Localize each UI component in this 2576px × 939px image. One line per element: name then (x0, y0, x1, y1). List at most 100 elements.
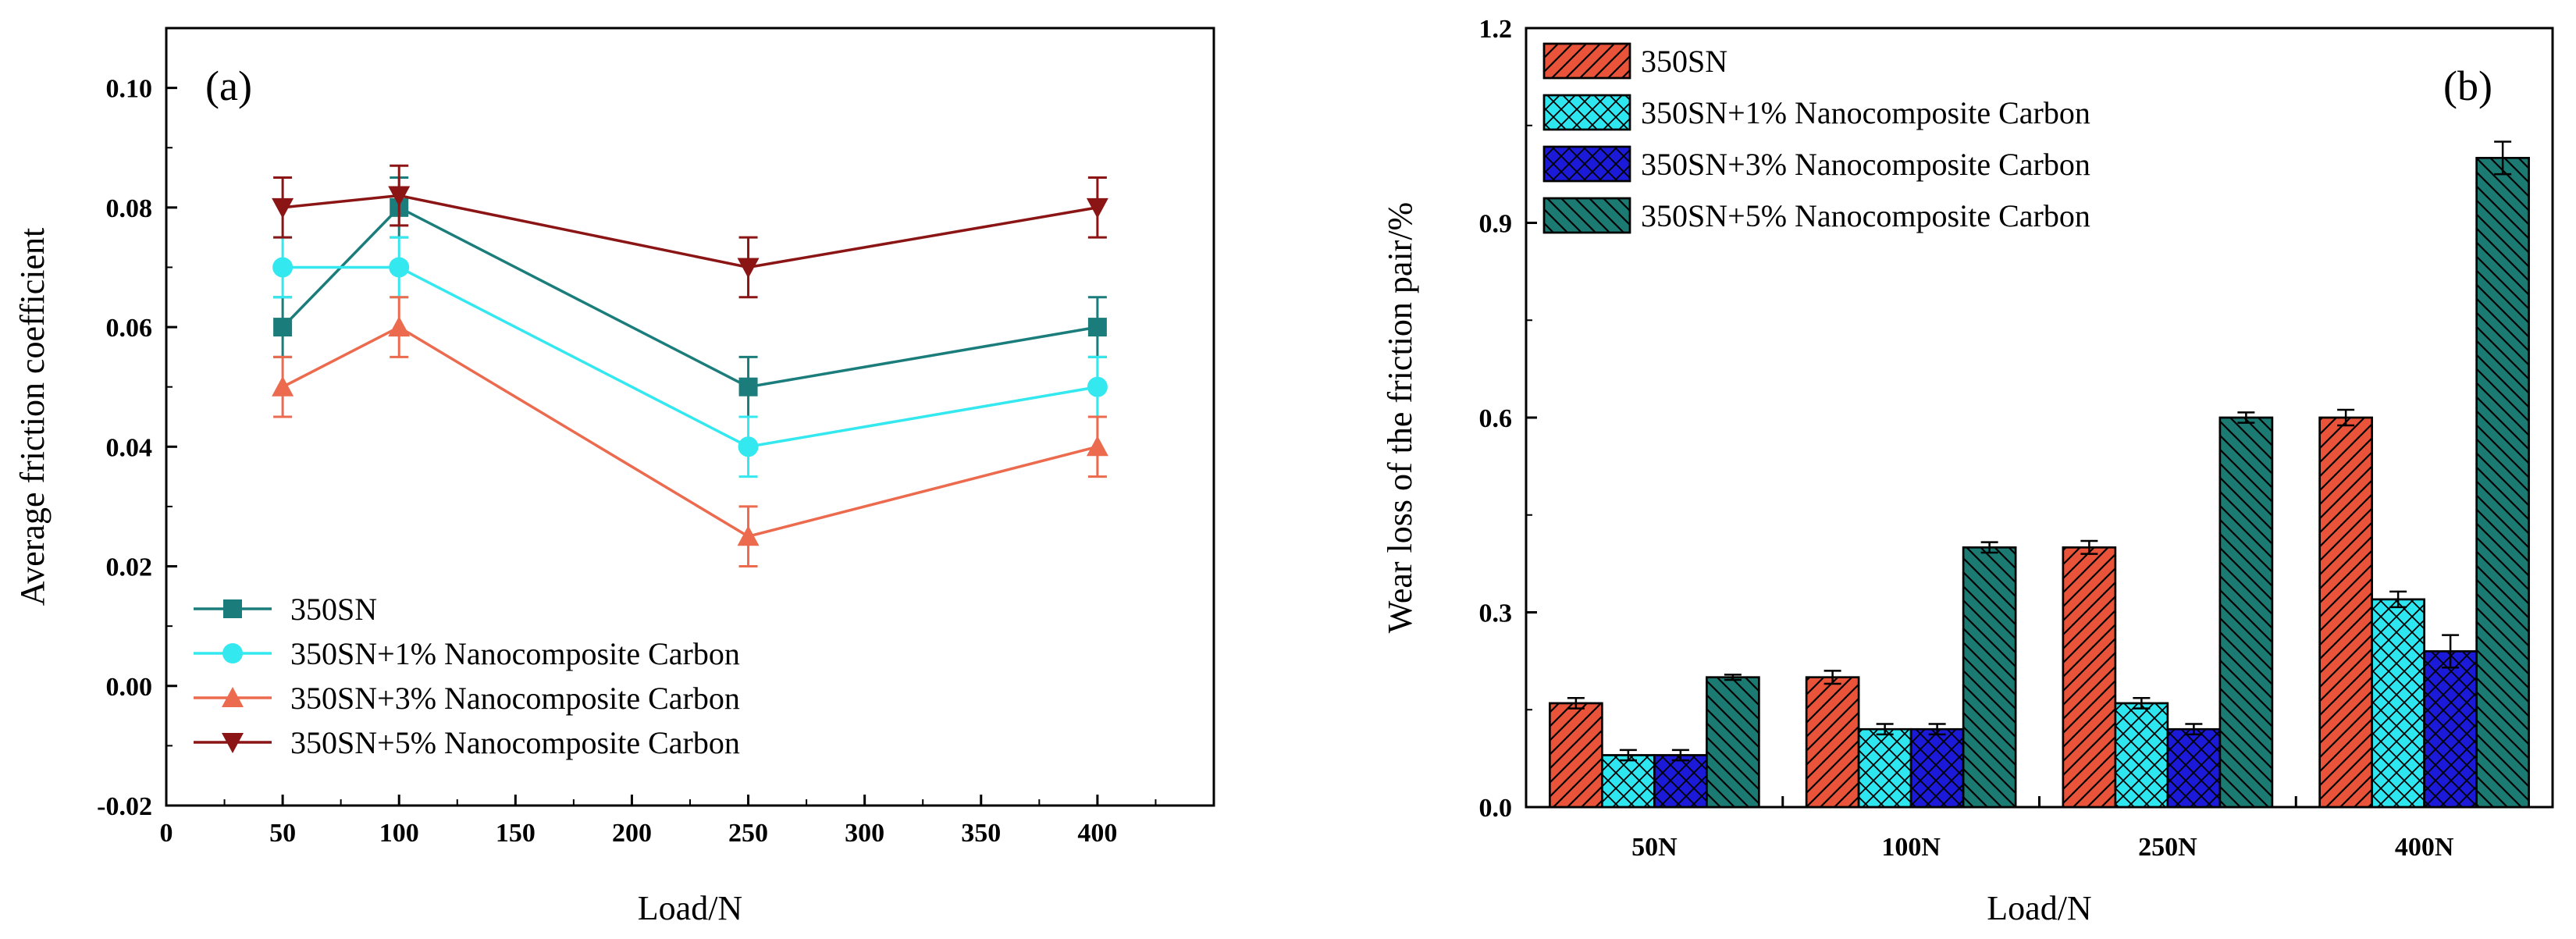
legend-marker (222, 687, 244, 707)
bar-pattern (1962, 546, 2017, 809)
bar-350sn-3-nanocomposite-carbon-400n (2423, 634, 2478, 809)
panel-a-x-axis-label: Load/N (638, 889, 742, 927)
bar-pattern (2423, 650, 2478, 809)
panel-b-x-tick-label: 100N (1881, 833, 1941, 862)
panel-a-x-tick-label: 50 (269, 819, 296, 848)
legend-label: 350SN+3% Nanocomposite Carbon (290, 681, 740, 716)
bar-pattern (1857, 727, 1912, 809)
panel-a-y-axis-label: Average friction coefficient (13, 228, 52, 606)
panel-a-y-tick-label: -0.02 (97, 792, 152, 821)
data-point (388, 316, 411, 337)
series-350sn-3-nanocomposite-carbon (272, 296, 1108, 568)
data-point (738, 377, 758, 397)
bar-350sn-3-nanocomposite-carbon-250n (2166, 723, 2222, 809)
data-point (388, 186, 411, 207)
panel-b-tag: (b) (2443, 62, 2492, 109)
bar-pattern (1909, 727, 1965, 809)
panel-a-series (272, 164, 1108, 568)
data-point (738, 436, 759, 457)
panel-a-y-tick-label: 0.06 (106, 314, 153, 343)
panel-b-x-tick-label: 50N (1631, 833, 1678, 862)
panel-a-y-tick-label: 0.08 (106, 194, 153, 223)
legend-marker (222, 733, 244, 753)
panel-b-y-tick-label: 0.0 (1479, 794, 1513, 823)
bar-350sn-1-nanocomposite-carbon-250n (2114, 697, 2169, 809)
bar-350sn-1-nanocomposite-carbon-100n (1857, 723, 1912, 809)
panel-a-x-tick-label: 200 (612, 819, 652, 848)
bar-350sn-250n (2062, 539, 2117, 809)
data-point (272, 375, 294, 397)
legend-entry: 350SN+3% Nanocomposite Carbon (194, 681, 740, 716)
bar-pattern (2475, 157, 2530, 809)
panel-a-tag: (a) (205, 62, 252, 109)
legend-entry: 350SN+1% Nanocomposite Carbon (1542, 94, 2090, 131)
bar-pattern (2371, 598, 2425, 809)
bar-350sn-50n (1549, 697, 1603, 809)
panel-a-y-tick-label: 0.10 (106, 75, 153, 104)
panel-a-x-tick-label: 100 (379, 819, 419, 848)
bar-pattern (1601, 754, 1656, 809)
data-point (272, 257, 294, 278)
bar-350sn-3-nanocomposite-carbon-50n (1653, 749, 1708, 809)
bar-pattern (2062, 546, 2117, 809)
data-point (737, 258, 760, 279)
legend-entry: 350SN (194, 592, 377, 627)
legend-swatch-pattern (1542, 94, 1631, 131)
bar-350sn-400n (2318, 408, 2373, 809)
legend-swatch-pattern (1542, 42, 1631, 80)
legend-label: 350SN (1641, 44, 1727, 79)
series-line (282, 325, 1098, 539)
bar-pattern (1653, 754, 1708, 809)
bar-350sn-1-nanocomposite-carbon-50n (1601, 749, 1656, 809)
panel-a-y-tick-label: 0.00 (106, 673, 153, 702)
panel-a-x-tick-label: 150 (496, 819, 535, 848)
data-point (1087, 318, 1107, 337)
legend-label: 350SN+1% Nanocomposite Carbon (1641, 95, 2090, 130)
panel-a-x-tick-label: 350 (961, 819, 1001, 848)
data-point (1087, 376, 1108, 397)
bar-pattern (1549, 702, 1603, 809)
panel-a-x-tick-label: 250 (728, 819, 768, 848)
data-point (273, 318, 293, 337)
panel-b-ticks: 0.0 0.3 0.6 0.9 1.2 50N 100N 250N 400N (1479, 15, 2554, 862)
data-point (272, 197, 294, 219)
legend-label: 350SN (290, 592, 377, 627)
data-point (1086, 197, 1108, 219)
panel-b-legend: 350SN 350SN+1% Nanocomposite Carbon 350SN+… (1542, 42, 2090, 234)
series-line (283, 265, 1098, 449)
legend-marker (223, 599, 242, 618)
panel-b-y-axis-label: Wear loss of the friction pair/% (1381, 202, 1419, 633)
data-point (1086, 436, 1108, 457)
series-350sn-1-nanocomposite-carbon (272, 236, 1108, 478)
panel-b-y-tick-label: 0.9 (1479, 210, 1513, 239)
legend-marker (222, 643, 243, 663)
panel-a-x-tick-label: 0 (160, 819, 173, 848)
panel-b-x-tick-label: 250N (2138, 833, 2197, 862)
legend-entry: 350SN+5% Nanocomposite Carbon (194, 725, 740, 760)
legend-entry: 350SN (1542, 42, 1727, 80)
panel-a-x-tick-label: 300 (845, 819, 884, 848)
panel-a-ticks: 0 50 100 150 200 250 300 350 400 -0.02 0.00 0.02 0.0… (97, 75, 1157, 848)
bar-pattern (1805, 676, 1860, 809)
legend-entry: 350SN+5% Nanocomposite Carbon (1542, 197, 2090, 234)
legend-entry: 350SN+1% Nanocomposite Carbon (194, 636, 740, 671)
bar-pattern (2166, 727, 2222, 809)
panel-b-y-tick-label: 1.2 (1479, 15, 1513, 44)
panel-a-line-chart: 0 50 100 150 200 250 300 350 400 -0.02 0.00 0.02 0.0… (13, 27, 1215, 927)
data-point (389, 257, 410, 278)
bar-350sn-3-nanocomposite-carbon-100n (1909, 723, 1965, 809)
series-350sn-5-nanocomposite-carbon (272, 164, 1108, 299)
bar-pattern (2114, 702, 2169, 809)
panel-b-x-tick-label: 400N (2395, 833, 2454, 862)
bar-350sn-100n (1805, 670, 1860, 809)
legend-label: 350SN+1% Nanocomposite Carbon (290, 636, 740, 671)
panel-a-y-tick-label: 0.02 (106, 553, 153, 582)
legend-label: 350SN+5% Nanocomposite Carbon (290, 725, 740, 760)
bar-350sn-5-nanocomposite-carbon-50n (1706, 674, 1760, 809)
legend-label: 350SN+3% Nanocomposite Carbon (1641, 147, 2090, 182)
bar-350sn-1-nanocomposite-carbon-400n (2371, 590, 2425, 809)
legend-label: 350SN+5% Nanocomposite Carbon (1641, 198, 2090, 233)
bar-350sn-5-nanocomposite-carbon-100n (1962, 541, 2017, 809)
bar-350sn-5-nanocomposite-carbon-250n (2218, 411, 2274, 809)
